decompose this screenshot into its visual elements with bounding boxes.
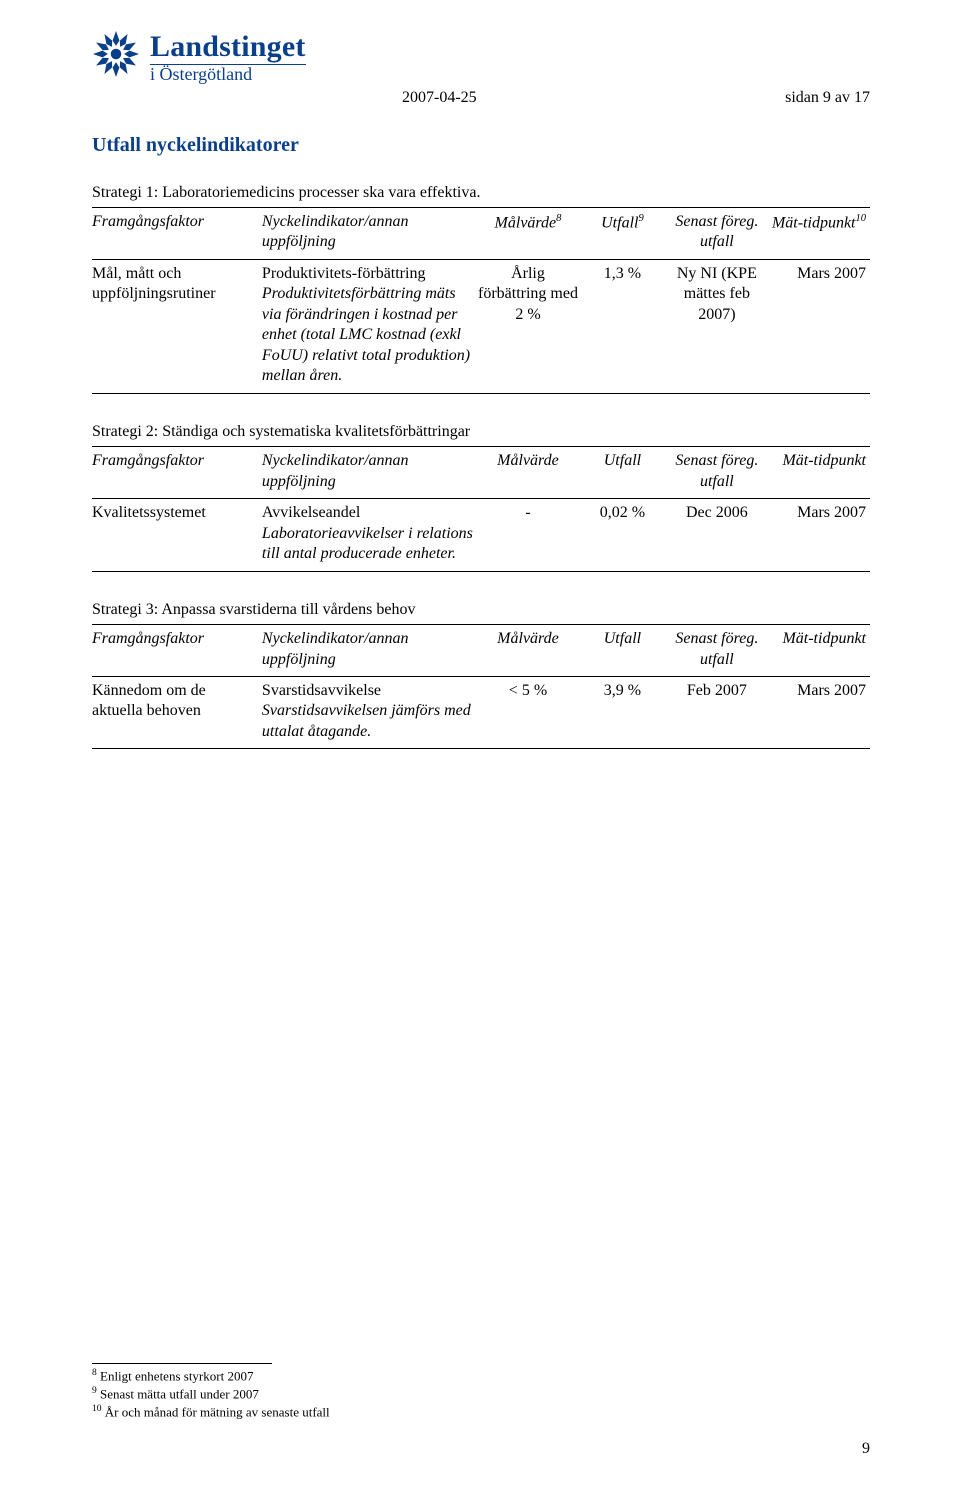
- strategy-label: Strategi 1: Laboratoriemedicins processe…: [92, 183, 870, 203]
- th-indicator: Nyckelindikator/annan uppföljning: [262, 447, 477, 499]
- sunburst-icon: [92, 30, 140, 84]
- cell-timepoint: Mars 2007: [772, 676, 870, 748]
- th-factor: Framgångsfaktor: [92, 625, 262, 677]
- th-timepoint: Mät-tidpunkt: [772, 447, 870, 499]
- kpi-table-2: Framgångsfaktor Nyckelindikator/annan up…: [92, 446, 870, 571]
- th-prev: Senast föreg. utfall: [666, 208, 772, 260]
- th-indicator: Nyckelindikator/annan uppföljning: [262, 625, 477, 677]
- strategy-label: Strategi 3: Anpassa svarstiderna till vå…: [92, 600, 870, 620]
- cell-timepoint: Mars 2007: [772, 259, 870, 393]
- th-outcome: Utfall: [583, 625, 666, 677]
- th-outcome: Utfall: [583, 447, 666, 499]
- footnotes-rule: [92, 1363, 272, 1364]
- cell-factor: Kvalitetssystemet: [92, 499, 262, 571]
- kpi-table-1: Framgångsfaktor Nyckelindikator/annan up…: [92, 207, 870, 394]
- brand-logo-block: Landstinget i Östergötland: [92, 30, 870, 84]
- page-number: 9: [862, 1439, 870, 1459]
- th-factor: Framgångsfaktor: [92, 447, 262, 499]
- cell-prev: Feb 2007: [666, 676, 772, 748]
- th-outcome: Utfall9: [583, 208, 666, 260]
- footnote: 8 Enligt enhetens styrkort 2007: [92, 1367, 592, 1385]
- th-timepoint: Mät-tidpunkt10: [772, 208, 870, 260]
- cell-prev: Dec 2006: [666, 499, 772, 571]
- brand-text: Landstinget i Östergötland: [150, 31, 306, 83]
- table-row: Kvalitetssystemet Avvikelseandel Laborat…: [92, 499, 870, 571]
- footnotes: 8 Enligt enhetens styrkort 2007 9 Senast…: [92, 1363, 592, 1421]
- cell-outcome: 1,3 %: [583, 259, 666, 393]
- th-target: Målvärde: [477, 447, 583, 499]
- brand-line1: Landstinget: [150, 31, 306, 63]
- table-row: Kännedom om de aktuella behoven Svarstid…: [92, 676, 870, 748]
- cell-factor: Mål, mått och uppföljningsrutiner: [92, 259, 262, 393]
- page-of-label: sidan 9 av 17: [785, 88, 870, 108]
- section-title: Utfall nyckelindikatorer: [92, 133, 870, 159]
- th-prev: Senast föreg. utfall: [666, 447, 772, 499]
- brand-line2: i Östergötland: [150, 64, 306, 84]
- cell-target: Årlig förbättring med 2 %: [477, 259, 583, 393]
- th-target: Målvärde8: [477, 208, 583, 260]
- kpi-table-3: Framgångsfaktor Nyckelindikator/annan up…: [92, 624, 870, 749]
- th-target: Målvärde: [477, 625, 583, 677]
- th-timepoint: Mät-tidpunkt: [772, 625, 870, 677]
- table-row: Mål, mått och uppföljningsrutiner Produk…: [92, 259, 870, 393]
- cell-target: < 5 %: [477, 676, 583, 748]
- cell-prev: Ny NI (KPE mättes feb 2007): [666, 259, 772, 393]
- th-prev: Senast föreg. utfall: [666, 625, 772, 677]
- th-factor: Framgångsfaktor: [92, 208, 262, 260]
- cell-target: -: [477, 499, 583, 571]
- footnote: 10 År och månad för mätning av senaste u…: [92, 1403, 592, 1421]
- cell-factor: Kännedom om de aktuella behoven: [92, 676, 262, 748]
- cell-indicator: Svarstidsavvikelse Svarstidsavvikelsen j…: [262, 676, 477, 748]
- cell-timepoint: Mars 2007: [772, 499, 870, 571]
- cell-indicator: Avvikelseandel Laboratorieavvikelser i r…: [262, 499, 477, 571]
- strategy-label: Strategi 2: Ständiga och systematiska kv…: [92, 422, 870, 442]
- table-header-row: Framgångsfaktor Nyckelindikator/annan up…: [92, 625, 870, 677]
- cell-indicator: Produktivitets-förbättring Produktivitet…: [262, 259, 477, 393]
- cell-outcome: 3,9 %: [583, 676, 666, 748]
- table-header-row: Framgångsfaktor Nyckelindikator/annan up…: [92, 208, 870, 260]
- header-meta: 2007-04-25 sidan 9 av 17: [92, 88, 870, 108]
- cell-outcome: 0,02 %: [583, 499, 666, 571]
- doc-date: 2007-04-25: [402, 88, 477, 108]
- table-header-row: Framgångsfaktor Nyckelindikator/annan up…: [92, 447, 870, 499]
- footnote: 9 Senast mätta utfall under 2007: [92, 1385, 592, 1403]
- th-indicator: Nyckelindikator/annan uppföljning: [262, 208, 477, 260]
